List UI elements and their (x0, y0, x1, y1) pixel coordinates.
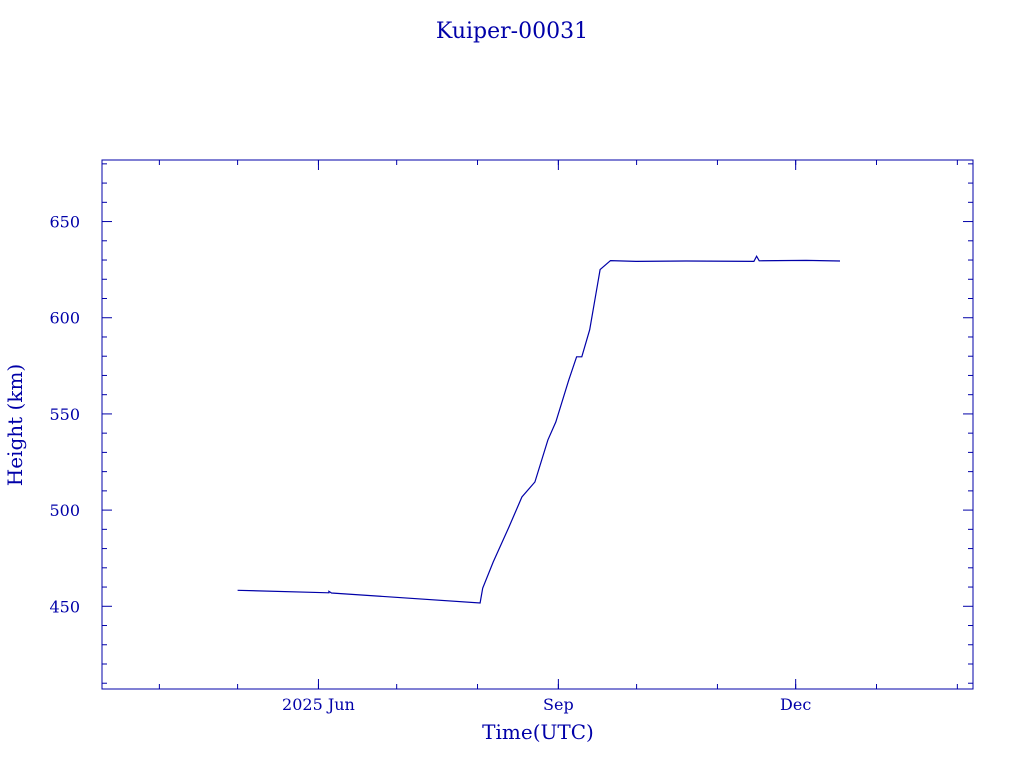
plot-frame (101, 159, 974, 690)
y-axis-label: Height (km) (3, 364, 27, 486)
y-tick-label: 650 (49, 213, 80, 232)
chart-title: Kuiper-00031 (436, 19, 588, 44)
y-ticks: 450 500 550 600 650 (49, 163, 973, 684)
x-tick-label: Sep (543, 695, 574, 714)
y-tick-label: 600 (49, 309, 80, 328)
series-line (237, 254, 841, 604)
axes (101, 159, 974, 690)
x-tick-label: 2025 Jun (282, 695, 355, 714)
x-ticks: 2025 Jun Sep Dec (158, 160, 958, 714)
y-tick-label: 450 (49, 597, 80, 616)
x-tick-label: Dec (780, 695, 811, 714)
y-tick-label: 550 (49, 405, 80, 424)
x-axis-label: Time(UTC) (482, 720, 594, 744)
y-tick-label: 500 (49, 501, 80, 520)
